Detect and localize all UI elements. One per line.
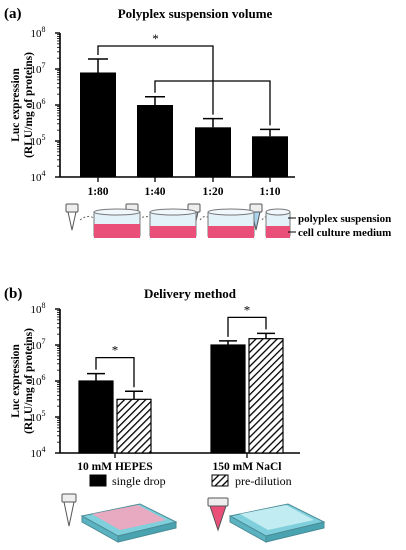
panel-a-y-tick-label: 105 (31, 133, 46, 148)
panel-b-ylabel-line2: (RLU/mg of proteins) (23, 328, 35, 434)
panel-b-y-tick-label: 104 (31, 445, 46, 460)
panel-a-y-tick-label: 107 (31, 61, 46, 76)
x-tick-label: 150 mM NaCl (213, 461, 282, 473)
legend-swatch-single-drop (89, 474, 107, 487)
legend: single drop pre-dilution (89, 474, 292, 488)
bar-1-80 (80, 72, 116, 177)
panel-a-y-tick-label: 104 (31, 169, 46, 184)
significance-bracket (97, 45, 214, 115)
x-tick-label: 1:80 (87, 186, 108, 198)
culture-well-icon (93, 208, 141, 238)
significance-bracket (227, 316, 267, 337)
panel-a-y-tick-label: 108 (31, 25, 46, 40)
legend-swatch-pre-dilution (211, 474, 229, 487)
legend-label-pre-dilution: pre-dilution (235, 474, 292, 488)
x-tick-label: 10 mM HEPES (77, 461, 152, 473)
bar-1-40 (137, 105, 173, 177)
significance-bracket-star: * (152, 31, 159, 46)
panel-a-illustration: polyplex suspension cell culture medium (65, 203, 391, 239)
significance-bracket (154, 80, 271, 126)
culture-well-icon (207, 208, 255, 238)
bar-single-drop (78, 380, 114, 454)
bar-single-drop (210, 344, 246, 454)
well-plate-icon (228, 503, 326, 543)
x-tick-label: 1:20 (202, 186, 223, 198)
culture-well-icon (265, 208, 291, 238)
bar-pre-dilution (116, 398, 152, 454)
culture-well-icon (149, 208, 197, 238)
panel-a-y-tick-label: 106 (31, 97, 46, 112)
tube-icon (207, 497, 229, 532)
panel-b-title: Delivery method (144, 286, 237, 301)
panel-a-label: (a) (4, 6, 22, 22)
significance-bracket-star: * (244, 302, 251, 317)
bar-1-10 (252, 136, 288, 177)
annotation-polyplex-suspension: polyplex suspension (298, 213, 391, 225)
annotation-cell-culture-medium: cell culture medium (298, 227, 391, 239)
panel-b-y-tick-label: 105 (31, 409, 46, 424)
panel-b-illustration (61, 493, 326, 543)
bar-pre-dilution (248, 338, 284, 454)
panel-a-title: Polyplex suspension volume (118, 6, 273, 21)
well-plate-icon (80, 503, 178, 543)
significance-bracket (95, 357, 135, 388)
panel-b-y-tick-label: 106 (31, 373, 46, 388)
pipette-icon (65, 203, 99, 231)
significance-bracket-star: * (112, 343, 119, 358)
bar-1-20 (195, 127, 231, 177)
panel-b: (b) Delivery method Luc expression (RLU/… (4, 286, 326, 543)
panel-b-y-tick-label: 108 (31, 301, 46, 316)
panel-a: (a) Polyplex suspension volume Luc expre… (4, 6, 391, 239)
legend-label-single-drop: single drop (112, 474, 166, 488)
panel-a-ylabel-line2: (RLU/mg of proteins) (23, 52, 35, 158)
pipette-icon (61, 493, 77, 527)
panel-b-ylabel-line1: Luc expression (10, 344, 22, 418)
x-tick-label: 1:40 (144, 186, 165, 198)
panel-b-label: (b) (4, 286, 22, 302)
panel-b-y-tick-label: 107 (31, 337, 46, 352)
x-tick-label: 1:10 (259, 186, 280, 198)
panel-a-ylabel-line1: Luc expression (10, 68, 22, 142)
